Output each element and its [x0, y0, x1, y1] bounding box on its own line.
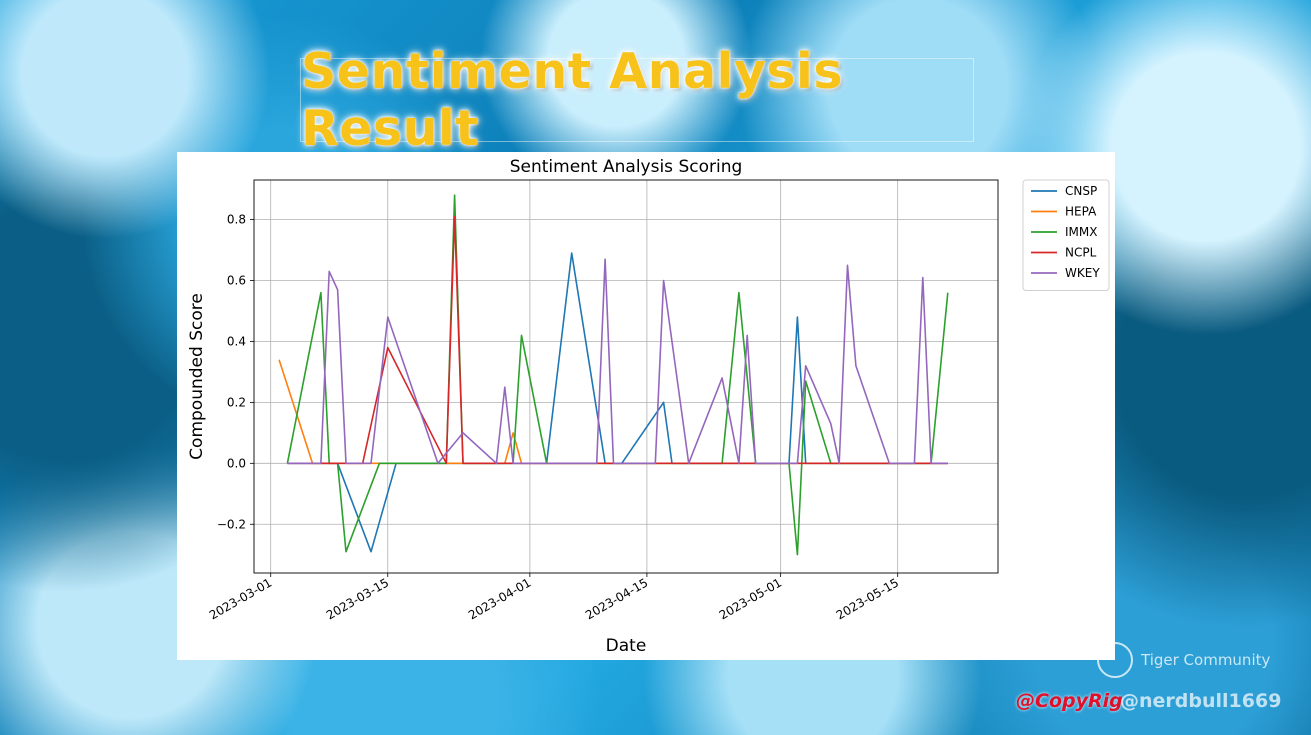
slide-title: Sentiment Analysis Result	[301, 43, 844, 157]
copyright-overlay-text: @nerdbull1669	[1120, 690, 1282, 712]
x-tick-label: 2023-03-01	[207, 575, 274, 622]
legend-label-cnsp: CNSP	[1065, 184, 1097, 198]
series-line-ncpl	[287, 215, 948, 465]
y-axis-label: Compounded Score	[187, 293, 207, 460]
x-axis-label: Date	[606, 636, 647, 656]
plot-frame	[253, 179, 999, 574]
series-line-immx	[286, 194, 949, 556]
watermark-logo: Tiger Community	[1097, 640, 1287, 680]
x-tick-label: 2023-04-01	[466, 575, 533, 622]
y-tick-label: 0.8	[227, 213, 246, 227]
y-tick-label: 0.6	[227, 274, 246, 288]
x-tick-label: 2023-03-15	[324, 575, 391, 622]
logo-icon	[1097, 642, 1133, 678]
legend-label-ncpl: NCPL	[1065, 246, 1097, 260]
copyright-text: @CopyRig	[1016, 690, 1123, 712]
watermark-logo-text: Tiger Community	[1141, 651, 1271, 669]
y-tick-label: 0.4	[227, 334, 246, 348]
y-tick-label: −0.2	[217, 517, 246, 531]
x-tick-label: 2023-04-15	[583, 575, 650, 622]
title-box: Sentiment Analysis Result	[300, 43, 974, 157]
legend-label-hepa: HEPA	[1065, 205, 1097, 219]
chart-title: Sentiment Analysis Scoring	[510, 157, 743, 177]
y-tick-label: 0.0	[227, 456, 246, 470]
x-tick-label: 2023-05-15	[834, 575, 901, 622]
legend-label-immx: IMMX	[1065, 225, 1097, 239]
sentiment-line-chart: −0.2 0.0 0.2 0.4 0.6 0.8 2023-03-01 2023-03-15 2…	[187, 157, 1110, 656]
x-tick-label: 2023-05-01	[717, 575, 784, 622]
legend-box	[1022, 179, 1110, 291]
chart-panel: −0.2 0.0 0.2 0.4 0.6 0.8 2023-03-01 2023-03-15 2…	[177, 152, 1115, 660]
series-line-wkey	[287, 258, 948, 465]
legend-label-wkey: WKEY	[1065, 266, 1100, 280]
y-tick-label: 0.2	[227, 395, 246, 409]
